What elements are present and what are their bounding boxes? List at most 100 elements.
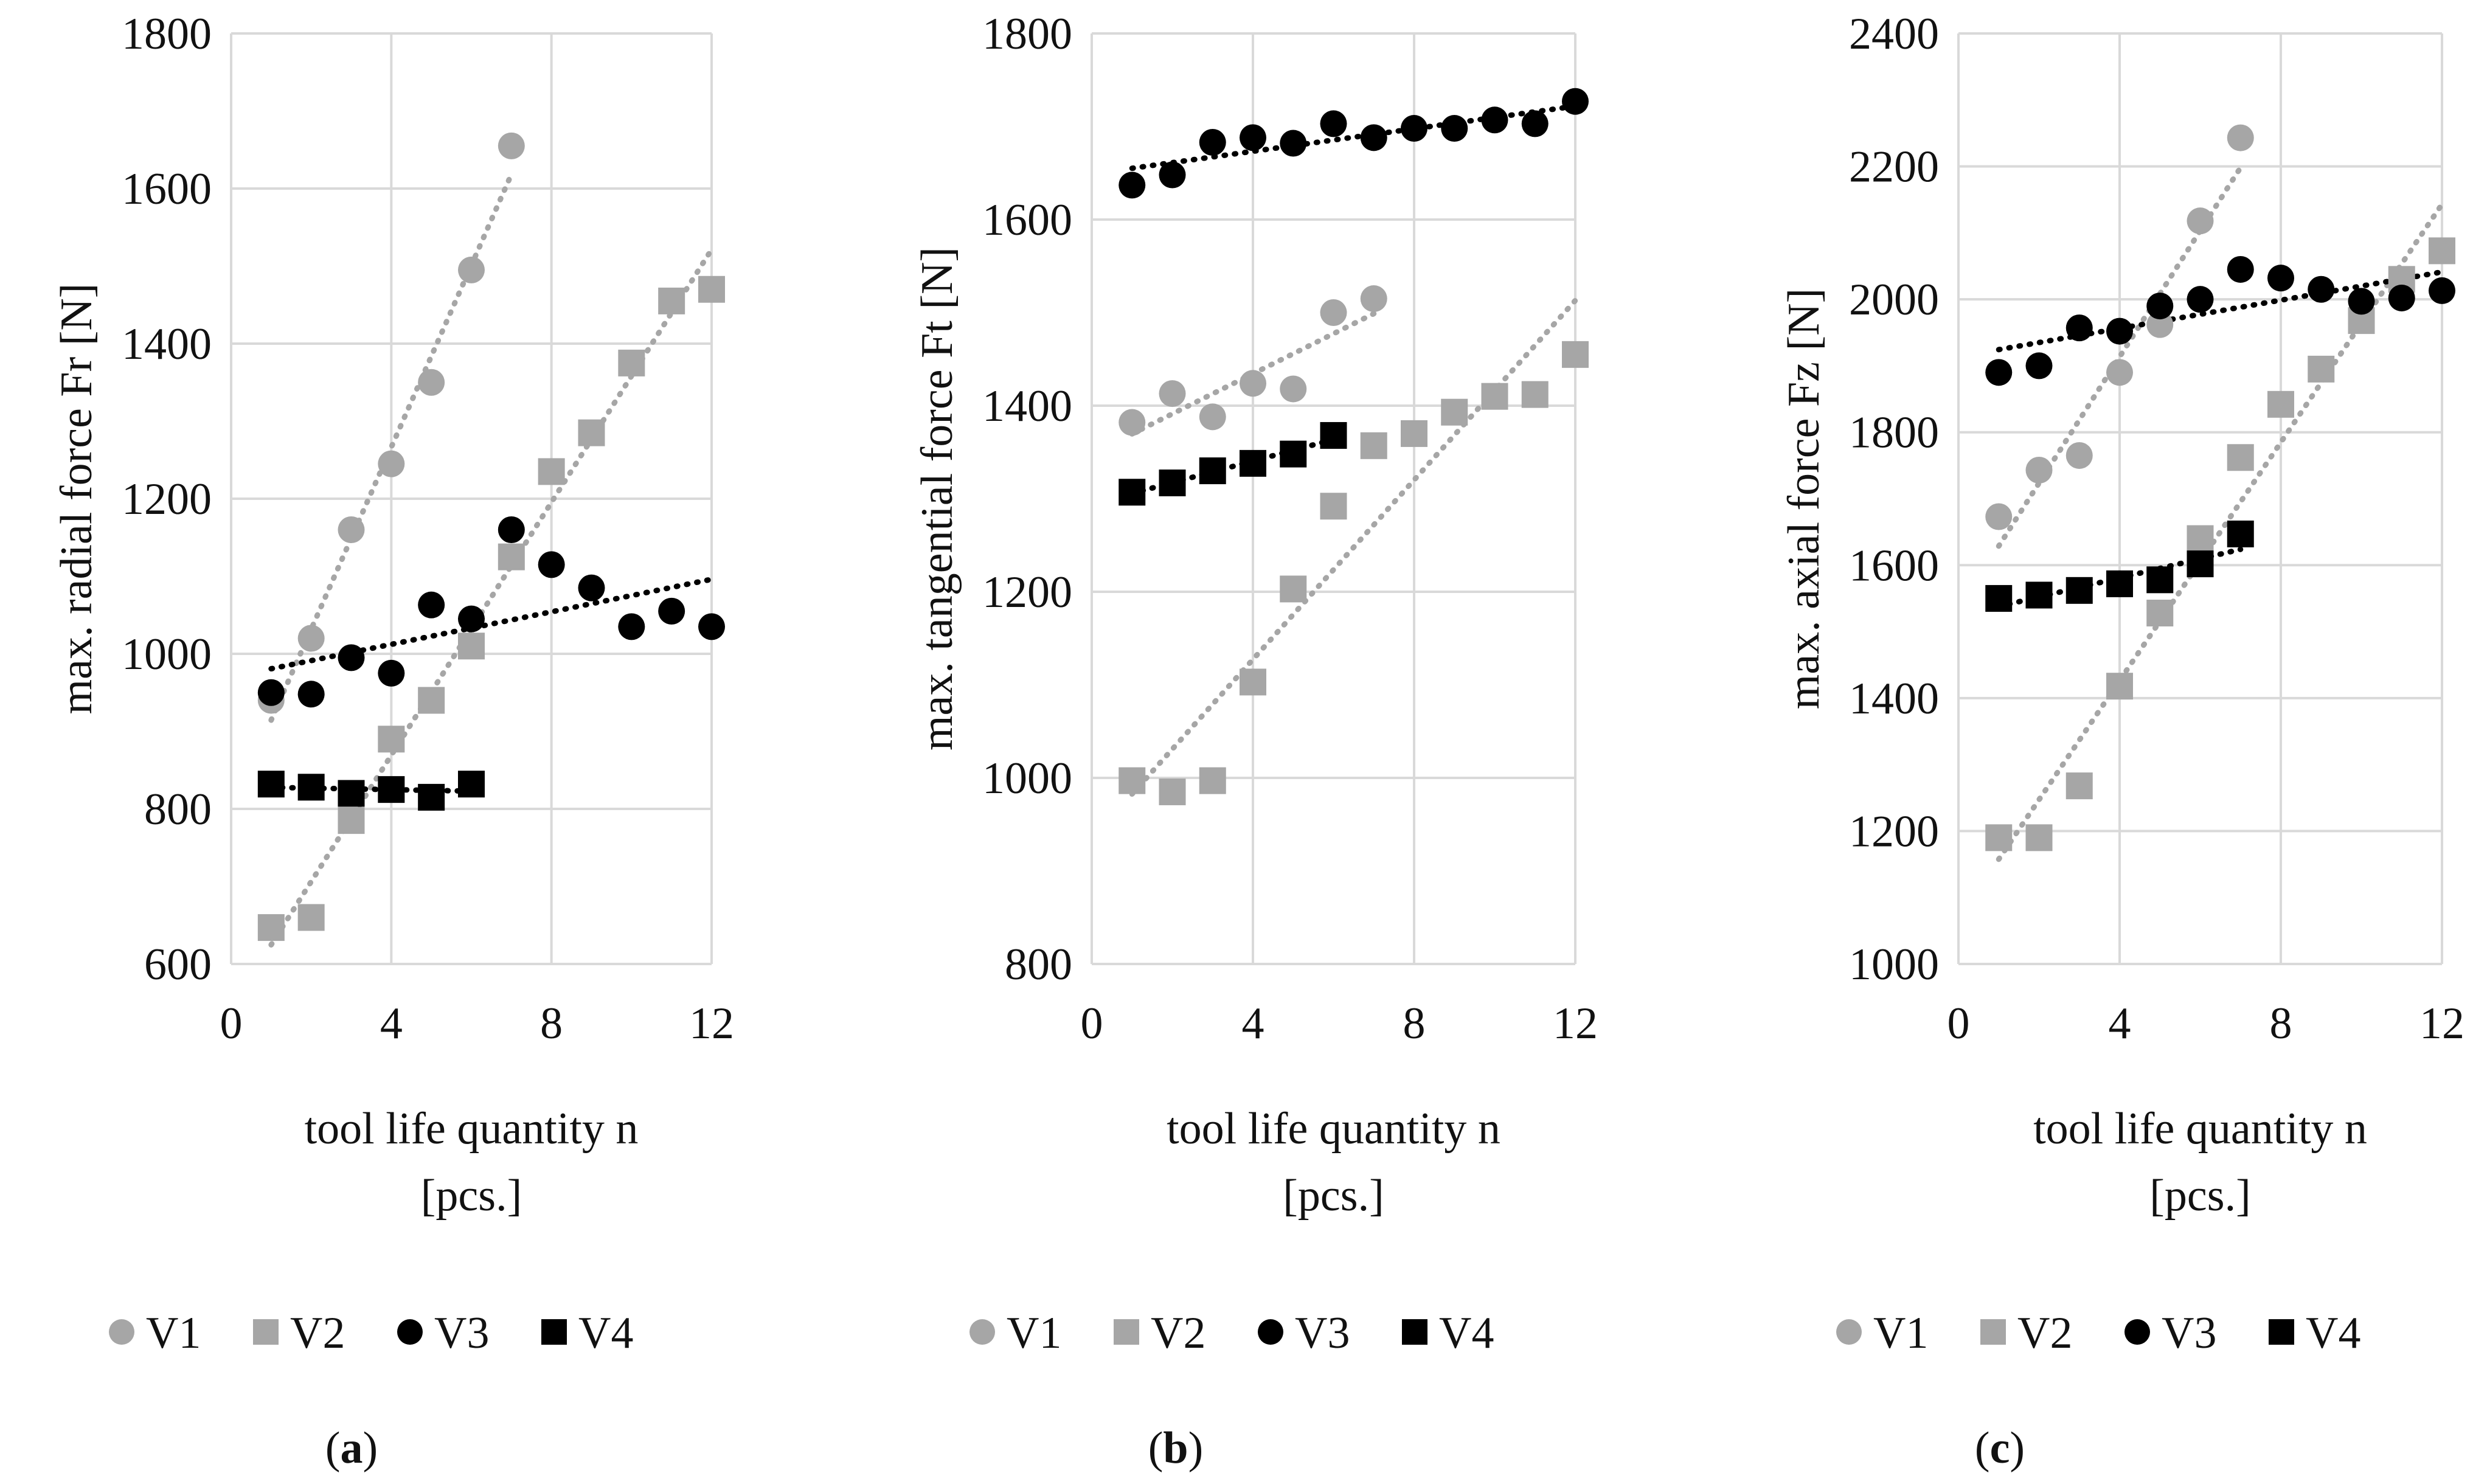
series-v4: [1119, 421, 1347, 506]
data-point: [1985, 503, 2013, 530]
y-tick-label: 1600: [1849, 541, 1939, 591]
series-v3: [1985, 255, 2455, 386]
data-point: [257, 914, 285, 941]
data-point: [1159, 778, 1186, 805]
legend-marker-v1: [1836, 1319, 1862, 1345]
data-point: [2187, 286, 2214, 313]
y-tick-label: 800: [144, 785, 212, 834]
data-point: [1240, 449, 1266, 477]
trendline-v2: [268, 246, 715, 948]
x-tick-label: 12: [1553, 999, 1598, 1049]
data-point: [338, 807, 365, 834]
data-point: [1481, 383, 1508, 410]
data-point: [1240, 668, 1266, 696]
data-point: [378, 450, 405, 477]
x-tick-label: 8: [1403, 999, 1426, 1049]
data-point: [2308, 355, 2335, 383]
data-point: [1360, 124, 1387, 151]
data-point: [458, 633, 485, 660]
y-tick-label: 2000: [1849, 275, 1939, 325]
data-point: [2065, 442, 2093, 469]
gridlines: [1957, 32, 2443, 965]
data-point: [2025, 824, 2053, 851]
trendlines: [1129, 103, 1578, 797]
y-tick-label: 2200: [1849, 142, 1939, 192]
series-v3: [257, 516, 725, 708]
data-point: [2065, 577, 2093, 604]
data-point: [2106, 359, 2133, 386]
data-point: [2065, 772, 2093, 800]
data-point: [1521, 110, 1549, 137]
data-point: [378, 659, 405, 687]
data-point: [578, 419, 605, 446]
data-point: [2187, 525, 2214, 552]
data-point: [2388, 284, 2415, 311]
y-tick-label: 800: [1005, 940, 1072, 990]
x-axis-unit: [pcs.]: [2149, 1171, 2250, 1221]
data-point: [498, 543, 525, 570]
data-point: [2227, 520, 2254, 547]
y-axis-title: max. radial force Fr [N]: [52, 283, 102, 715]
x-tick-label: 4: [1242, 999, 1264, 1049]
data-point: [297, 625, 325, 652]
data-point: [2308, 276, 2335, 303]
data-point: [418, 369, 445, 396]
data-point: [2106, 317, 2133, 345]
data-point: [1159, 380, 1186, 407]
data-point: [418, 591, 445, 619]
data-point: [658, 597, 685, 625]
data-point: [2065, 314, 2093, 342]
legend-label-v2: V2: [2017, 1308, 2072, 1358]
x-tick-label: 4: [380, 999, 403, 1049]
data-point: [698, 276, 725, 303]
x-tick-label: 4: [2109, 999, 2131, 1049]
data-point: [458, 771, 485, 798]
x-axis-title: tool life quantity n: [2033, 1104, 2367, 1154]
data-point: [1199, 457, 1226, 485]
data-point: [1119, 479, 1146, 506]
data-point: [257, 679, 285, 706]
legend-marker-v3: [397, 1319, 423, 1345]
data-point: [2348, 288, 2375, 315]
data-point: [2429, 277, 2455, 304]
data-point: [1159, 469, 1186, 496]
data-point: [1562, 341, 1589, 368]
data-point: [2187, 207, 2214, 235]
panel-label: (c): [1975, 1423, 2025, 1473]
gridlines: [230, 32, 713, 965]
data-point: [1360, 432, 1387, 459]
legend-marker-v4: [541, 1319, 567, 1345]
data-point: [1562, 88, 1589, 115]
legend-label-v3: V3: [1295, 1308, 1350, 1358]
series-v4: [257, 771, 485, 811]
data-point: [2025, 457, 2053, 484]
data-point: [1320, 493, 1347, 520]
data-point: [1441, 115, 1468, 142]
data-point: [1199, 129, 1226, 156]
legend-marker-v2: [1980, 1319, 2006, 1345]
series-v4: [1985, 520, 2254, 612]
data-point: [1240, 370, 1266, 397]
y-tick-label: 1400: [1849, 674, 1939, 724]
trendline-v2: [1129, 297, 1578, 797]
data-point: [338, 516, 365, 543]
data-point: [2267, 390, 2294, 418]
panel-label: (b): [1148, 1423, 1203, 1473]
y-axis-title: max. axial force Fz [N]: [1779, 288, 1829, 709]
legend: V1 V2 V3 V4: [109, 1308, 633, 1358]
y-tick-label: 1200: [122, 474, 212, 524]
y-tick-label: 600: [144, 940, 212, 990]
data-point: [297, 904, 325, 931]
legend-label-v3: V3: [2162, 1308, 2216, 1358]
data-point: [1159, 161, 1186, 189]
legend-marker-v1: [969, 1319, 995, 1345]
x-axis-unit: [pcs.]: [1283, 1171, 1384, 1221]
y-tick-label: 1600: [122, 164, 212, 214]
y-tick-label: 1200: [982, 567, 1072, 617]
data-point: [338, 780, 365, 807]
y-axis-title: max. tangential force Ft [N]: [912, 247, 962, 751]
data-point: [297, 774, 325, 801]
data-point: [338, 644, 365, 671]
chart-panel-b: 800 1000 1200 1400 1600 1800 0 4 8 12 max. tangent…: [912, 9, 1598, 1473]
legend-label-v4: V4: [2306, 1308, 2360, 1358]
